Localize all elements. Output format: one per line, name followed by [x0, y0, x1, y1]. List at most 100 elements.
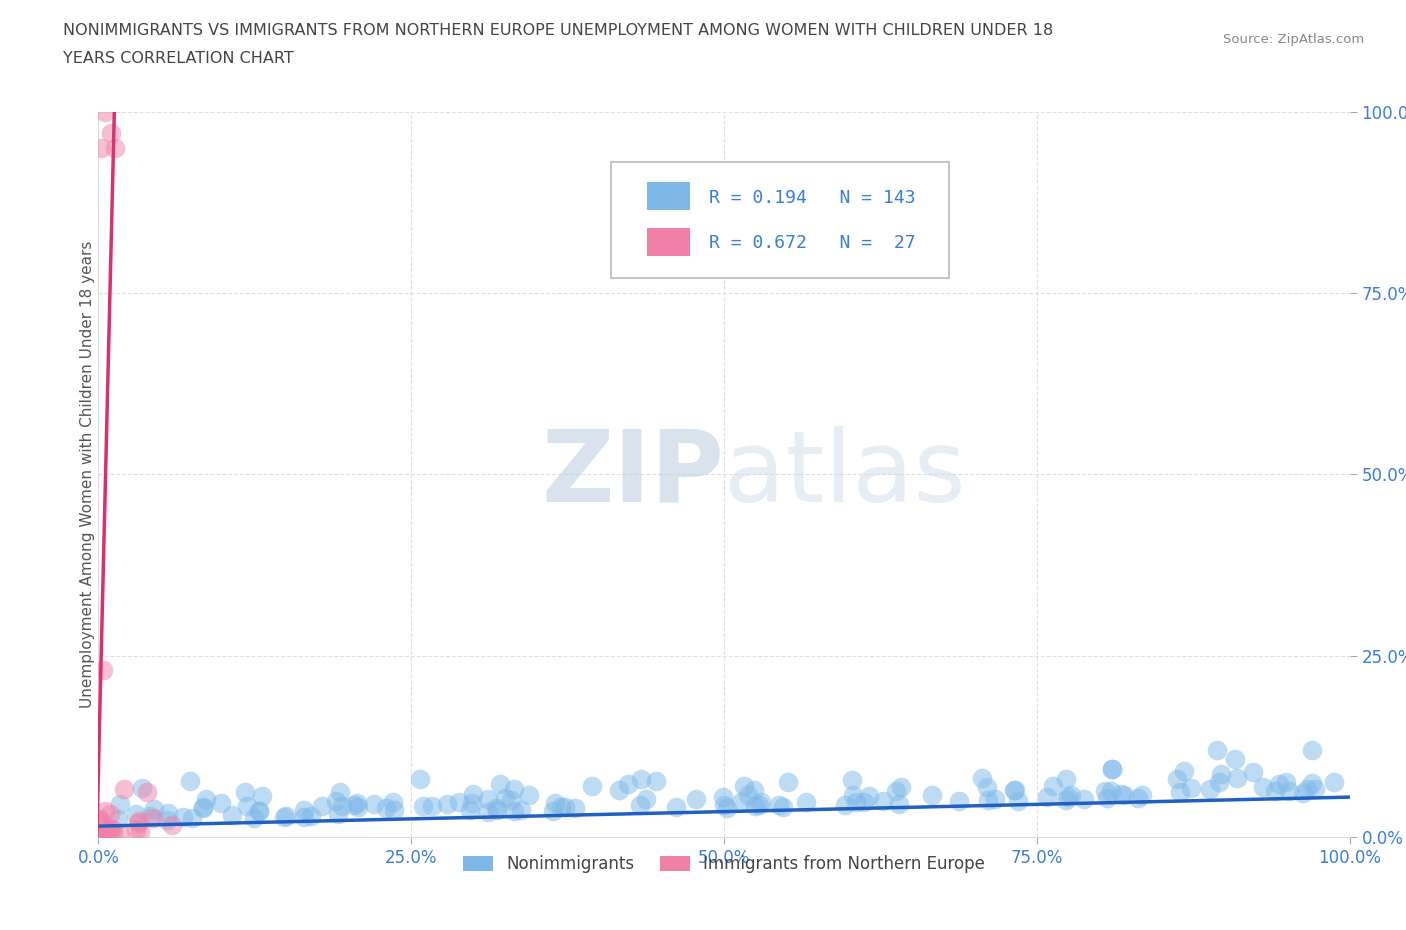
Point [1002, 782, 1025, 797]
Point [273, 810, 295, 825]
Point [1094, 783, 1116, 798]
Point [628, 798, 651, 813]
Point [107, 812, 129, 827]
Point [236, 799, 259, 814]
Point [94, 804, 117, 818]
Point [1099, 784, 1122, 799]
Point [89, 812, 111, 827]
Point [834, 798, 856, 813]
Point [1199, 782, 1222, 797]
Point [142, 810, 165, 825]
Point [375, 801, 398, 816]
Point [91, 827, 114, 842]
Point [1241, 764, 1264, 779]
Point [221, 807, 243, 822]
Point [977, 792, 1000, 807]
Point [630, 772, 652, 787]
Point [502, 781, 524, 796]
Point [477, 791, 499, 806]
Point [1173, 764, 1195, 778]
Point [749, 795, 772, 810]
Point [554, 800, 576, 815]
Point [509, 803, 531, 817]
Point [209, 796, 232, 811]
Point [98, 822, 121, 837]
Point [128, 825, 150, 840]
Point [541, 804, 564, 818]
Point [711, 790, 734, 804]
Point [233, 785, 256, 800]
Point [1168, 785, 1191, 800]
Point [517, 788, 540, 803]
Point [382, 803, 405, 817]
Point [1109, 787, 1132, 802]
Point [346, 795, 368, 810]
Point [1226, 770, 1249, 785]
Point [131, 780, 153, 795]
Point [191, 801, 214, 816]
Point [730, 794, 752, 809]
Point [486, 803, 509, 817]
Point [292, 810, 315, 825]
Point [976, 779, 998, 794]
Point [1296, 782, 1319, 797]
Point [1292, 786, 1315, 801]
Point [125, 807, 148, 822]
Point [1278, 784, 1301, 799]
Point [172, 809, 194, 824]
Point [872, 793, 894, 808]
Point [1264, 783, 1286, 798]
Point [501, 792, 523, 807]
Point [768, 798, 790, 813]
Point [1114, 788, 1136, 803]
Point [104, 140, 127, 155]
Point [98, 806, 121, 821]
Y-axis label: Unemployment Among Women with Children Under 18 years: Unemployment Among Women with Children U… [80, 241, 94, 708]
Point [772, 799, 794, 814]
Point [274, 809, 297, 824]
Point [737, 788, 759, 803]
Point [494, 790, 516, 805]
Point [363, 796, 385, 811]
Point [157, 805, 180, 820]
Point [193, 800, 215, 815]
Text: YEARS CORRELATION CHART: YEARS CORRELATION CHART [63, 51, 294, 66]
Point [1301, 742, 1323, 757]
Point [685, 791, 707, 806]
Point [634, 791, 657, 806]
Point [299, 808, 322, 823]
Point [250, 789, 273, 804]
Point [1251, 779, 1274, 794]
Point [382, 795, 405, 810]
Point [347, 799, 370, 814]
Point [1301, 776, 1323, 790]
Point [1036, 790, 1059, 804]
Point [607, 782, 630, 797]
Point [845, 794, 868, 809]
Point [436, 797, 458, 812]
Legend: Nonimmigrants, Immigrants from Northern Europe: Nonimmigrants, Immigrants from Northern … [457, 848, 991, 880]
Point [1275, 775, 1298, 790]
Point [243, 810, 266, 825]
Point [884, 784, 907, 799]
Point [1056, 790, 1078, 804]
Point [503, 804, 526, 818]
Point [101, 821, 124, 836]
Point [156, 813, 179, 828]
Bar [647, 182, 690, 210]
Point [90, 140, 112, 155]
Point [447, 795, 470, 810]
Point [87, 829, 110, 844]
Point [97, 824, 120, 839]
Point [93, 663, 115, 678]
Point [108, 796, 131, 811]
Point [420, 799, 443, 814]
Point [921, 788, 943, 803]
Point [890, 779, 912, 794]
Point [89, 818, 111, 833]
Text: atlas: atlas [724, 426, 966, 523]
Point [1209, 766, 1232, 781]
Point [87, 830, 110, 844]
Point [1101, 762, 1123, 777]
Point [311, 799, 333, 814]
